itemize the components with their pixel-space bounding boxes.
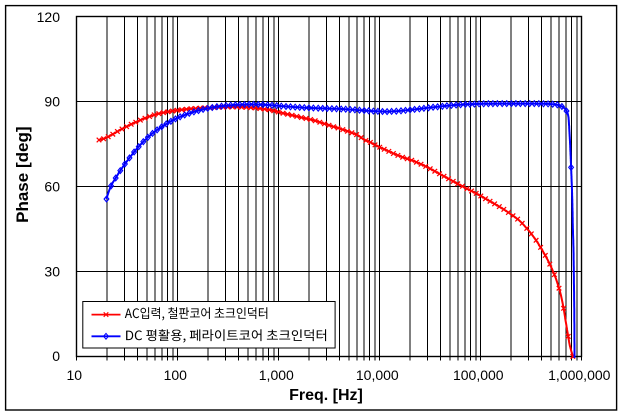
svg-text:Freq. [Hz]: Freq. [Hz] — [289, 387, 363, 404]
svg-text:1,000: 1,000 — [259, 367, 294, 383]
svg-text:120: 120 — [37, 9, 61, 25]
svg-text:100: 100 — [164, 367, 188, 383]
svg-text:10: 10 — [67, 367, 83, 383]
svg-text:100,000: 100,000 — [453, 367, 504, 383]
svg-text:90: 90 — [44, 94, 60, 110]
svg-text:10,000: 10,000 — [356, 367, 399, 383]
svg-text:30: 30 — [44, 263, 60, 279]
svg-text:Phase [deg]: Phase [deg] — [13, 127, 32, 223]
svg-text:1,000,000: 1,000,000 — [548, 367, 610, 383]
svg-text:0: 0 — [52, 348, 60, 364]
svg-text:60: 60 — [44, 179, 60, 195]
